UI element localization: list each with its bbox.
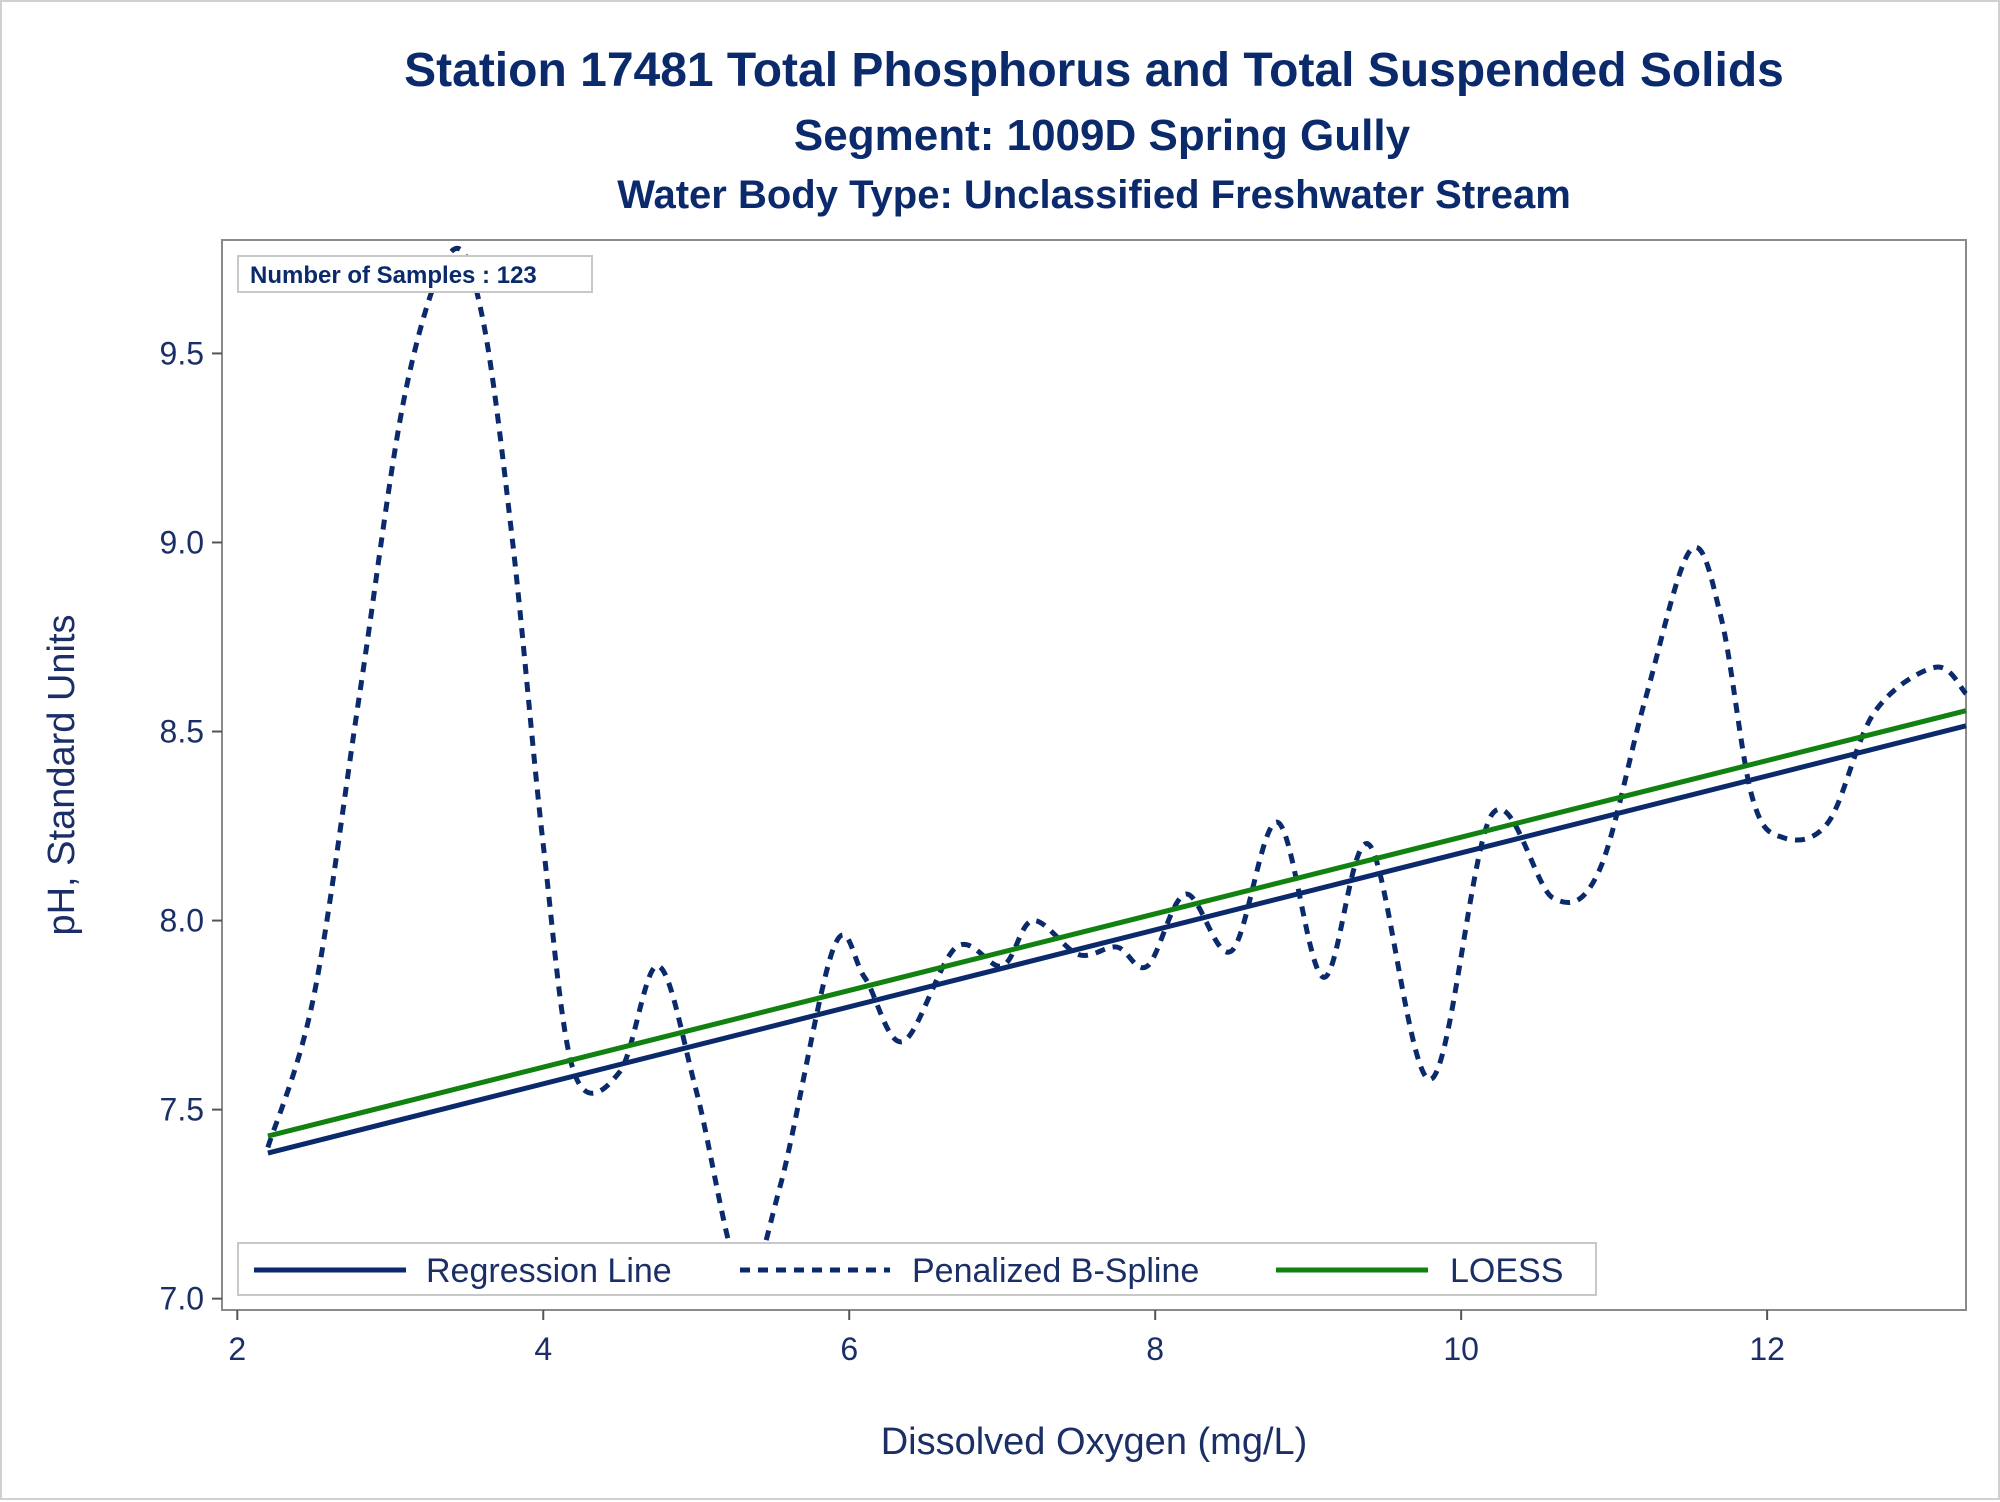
y-tick-label: 8.5: [160, 714, 204, 750]
y-tick-label: 9.5: [160, 335, 204, 371]
sample-count-annotation: Number of Samples : 123: [250, 262, 537, 289]
y-axis-label: pH, Standard Units: [41, 614, 83, 935]
chart-title: Station 17481 Total Phosphorus and Total…: [404, 44, 1784, 97]
x-tick-label: 8: [1146, 1331, 1164, 1367]
x-tick-label: 6: [840, 1331, 858, 1367]
x-axis-label: Dissolved Oxygen (mg/L): [881, 1421, 1308, 1463]
x-axis: 2 4 6 8 10 12: [228, 1310, 1785, 1367]
x-tick-label: 12: [1749, 1331, 1785, 1367]
legend-label-regression-line: Regression Line: [426, 1252, 672, 1290]
plot-area: [221, 239, 1967, 1311]
chart-subtitle-2: Water Body Type: Unclassified Freshwater…: [617, 173, 1571, 217]
legend-items: Regression Line Penalized B-Spline LOESS: [254, 1252, 1563, 1290]
chart-subtitle: Segment: 1009D Spring Gully: [794, 111, 1411, 160]
series-group: [265, 246, 1968, 1285]
legend-label-loess: LOESS: [1450, 1252, 1563, 1290]
series-line-penalized-b-spline: [265, 246, 1968, 1285]
x-tick-label: 10: [1443, 1331, 1479, 1367]
y-tick-label: 9.0: [160, 524, 204, 560]
series-line-loess: [267, 708, 1967, 1139]
y-tick-label: 8.0: [160, 903, 204, 939]
sample-count-box: [237, 255, 593, 293]
x-tick-label: 2: [228, 1331, 246, 1367]
series-line-regression-line: [267, 723, 1967, 1156]
x-tick-label: 4: [534, 1331, 552, 1367]
y-tick-label: 7.5: [160, 1092, 204, 1128]
legend-label-penalized-b-spline: Penalized B-Spline: [912, 1252, 1199, 1290]
y-axis: 7.0 7.5 8.0 8.5 9.0 9.5: [160, 335, 222, 1317]
y-tick-label: 7.0: [160, 1281, 204, 1317]
